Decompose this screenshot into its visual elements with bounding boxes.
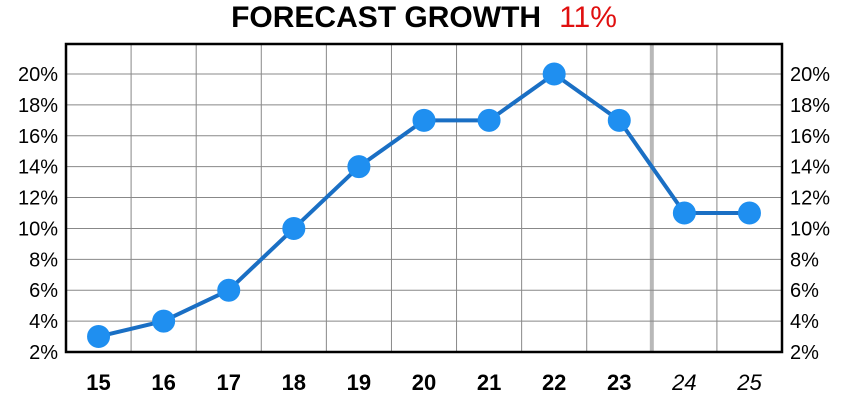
y-tick-label-left: 4% — [29, 311, 58, 333]
y-tick-label-left: 12% — [18, 188, 58, 210]
data-point — [217, 278, 241, 302]
y-tick-label-left: 8% — [29, 249, 58, 271]
x-tick-label: 15 — [86, 370, 110, 395]
growth-value: 11% — [559, 1, 617, 34]
data-point — [737, 201, 761, 225]
y-tick-label-right: 12% — [790, 188, 830, 210]
x-tick-label: 18 — [282, 370, 306, 395]
y-tick-label-right: 16% — [790, 126, 830, 148]
y-tick-label-right: 2% — [790, 342, 819, 364]
data-point — [87, 325, 111, 349]
y-tick-label-right: 8% — [790, 249, 819, 271]
series-markers — [87, 62, 761, 349]
y-tick-label-right: 4% — [790, 311, 819, 333]
x-tick-label: 19 — [347, 370, 371, 395]
data-point — [347, 155, 371, 179]
chart-title: FORECAST GROWTH 11% — [0, 0, 848, 38]
x-tick-label: 20 — [412, 370, 436, 395]
x-tick-label: 22 — [542, 370, 566, 395]
y-tick-label-left: 10% — [18, 218, 58, 240]
x-tick-label: 25 — [736, 370, 762, 395]
y-axis-right: 2% 4% 6% 8% 10% 12% 14% 16% 18% 20% — [790, 64, 830, 364]
y-tick-label-left: 6% — [29, 280, 58, 302]
data-point — [542, 62, 566, 86]
x-tick-label: 17 — [216, 370, 240, 395]
x-tick-label: 16 — [151, 370, 175, 395]
y-tick-label-right: 20% — [790, 64, 830, 86]
y-tick-label-right: 14% — [790, 157, 830, 179]
data-point — [152, 309, 176, 333]
x-tick-label: 23 — [607, 370, 631, 395]
data-point — [477, 108, 501, 132]
y-tick-label-left: 2% — [29, 342, 58, 364]
y-axis-left: 2% 4% 6% 8% 10% 12% 14% 16% 18% 20% — [18, 64, 58, 364]
plot-frame — [64, 42, 784, 354]
data-point — [607, 108, 631, 132]
x-tick-label: 21 — [477, 370, 501, 395]
x-tick-label: 24 — [671, 370, 696, 395]
y-tick-label-left: 18% — [18, 95, 58, 117]
y-tick-label-right: 6% — [790, 280, 819, 302]
y-tick-label-left: 14% — [18, 157, 58, 179]
data-point — [282, 216, 306, 240]
data-point — [672, 201, 696, 225]
y-tick-label-right: 10% — [790, 218, 830, 240]
x-axis: 15 16 17 18 19 20 21 22 23 24 25 — [86, 370, 762, 395]
y-tick-label-right: 18% — [790, 95, 830, 117]
y-tick-label-left: 20% — [18, 64, 58, 86]
data-point — [412, 108, 436, 132]
chart-title-text: FORECAST GROWTH — [231, 1, 542, 34]
y-tick-label-left: 16% — [18, 126, 58, 148]
